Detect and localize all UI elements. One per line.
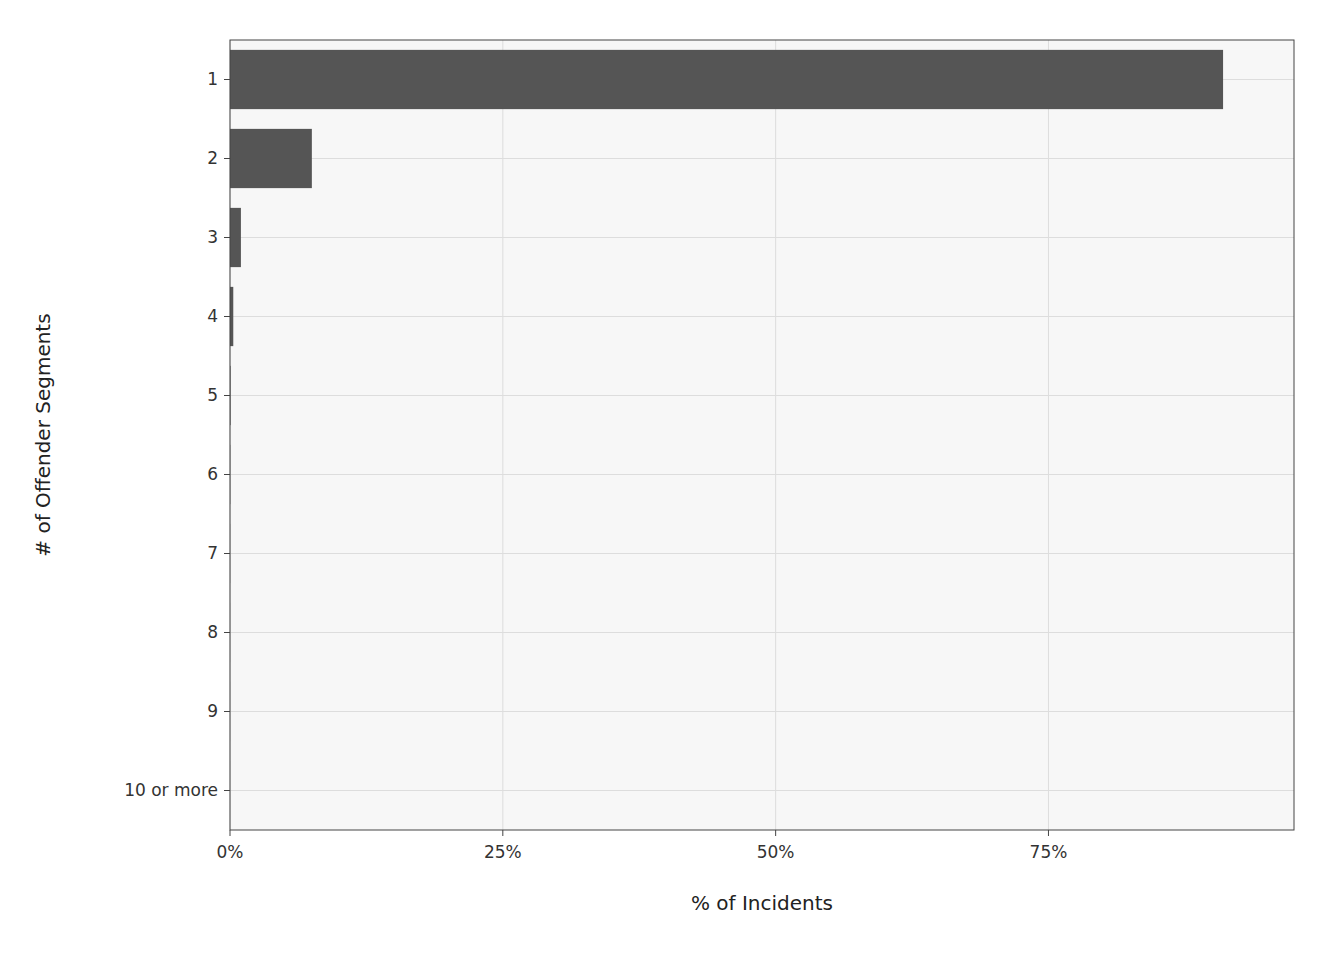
grid <box>230 40 1294 830</box>
y-tick-label: 5 <box>207 385 218 405</box>
bar <box>230 129 312 188</box>
y-tick <box>224 158 230 159</box>
y-grid-line <box>230 237 1294 238</box>
x-tick <box>775 830 776 836</box>
y-tick-label: 8 <box>207 622 218 642</box>
bars <box>230 50 1223 820</box>
x-tick-label: 25% <box>484 842 522 862</box>
plot-frame <box>230 40 1294 830</box>
y-tick <box>224 790 230 791</box>
y-grid-line <box>230 395 1294 396</box>
y-tick <box>224 632 230 633</box>
x-tick-label: 50% <box>757 842 795 862</box>
y-tick <box>224 316 230 317</box>
y-tick <box>224 79 230 80</box>
y-tick <box>224 711 230 712</box>
chart-svg: 0% 25% 50% 75% 1 2 3 4 5 6 7 8 9 10 or more % of Incid… <box>0 0 1344 960</box>
y-tick <box>224 474 230 475</box>
plot-background <box>230 40 1294 830</box>
x-tick-label: 0% <box>217 842 244 862</box>
y-grid-line <box>230 553 1294 554</box>
y-tick-label: 9 <box>207 701 218 721</box>
bar <box>230 50 1223 109</box>
x-tick <box>502 830 503 836</box>
y-tick-label: 2 <box>207 148 218 168</box>
y-grid-line <box>230 316 1294 317</box>
x-axis-label: % of Incidents <box>691 891 833 915</box>
y-grid-line <box>230 158 1294 159</box>
y-axis: 1 2 3 4 5 6 7 8 9 10 or more <box>124 69 230 800</box>
x-tick <box>1048 830 1049 836</box>
y-tick-label: 1 <box>207 69 218 89</box>
y-tick <box>224 395 230 396</box>
y-grid-line <box>230 711 1294 712</box>
x-axis: 0% 25% 50% 75% <box>217 830 1068 862</box>
y-tick <box>224 553 230 554</box>
bar <box>230 208 241 267</box>
y-tick-label: 3 <box>207 227 218 247</box>
x-tick <box>230 830 231 836</box>
y-grid-line <box>230 632 1294 633</box>
x-tick-label: 75% <box>1030 842 1068 862</box>
y-tick-label: 10 or more <box>124 780 218 800</box>
y-grid-line <box>230 790 1294 791</box>
y-tick-label: 4 <box>207 306 218 326</box>
y-tick <box>224 237 230 238</box>
y-grid-line <box>230 474 1294 475</box>
y-tick-label: 7 <box>207 543 218 563</box>
chart-container: 0% 25% 50% 75% 1 2 3 4 5 6 7 8 9 10 or more % of Incid… <box>0 0 1344 960</box>
y-axis-label: # of Offender Segments <box>31 313 55 556</box>
y-tick-label: 6 <box>207 464 218 484</box>
